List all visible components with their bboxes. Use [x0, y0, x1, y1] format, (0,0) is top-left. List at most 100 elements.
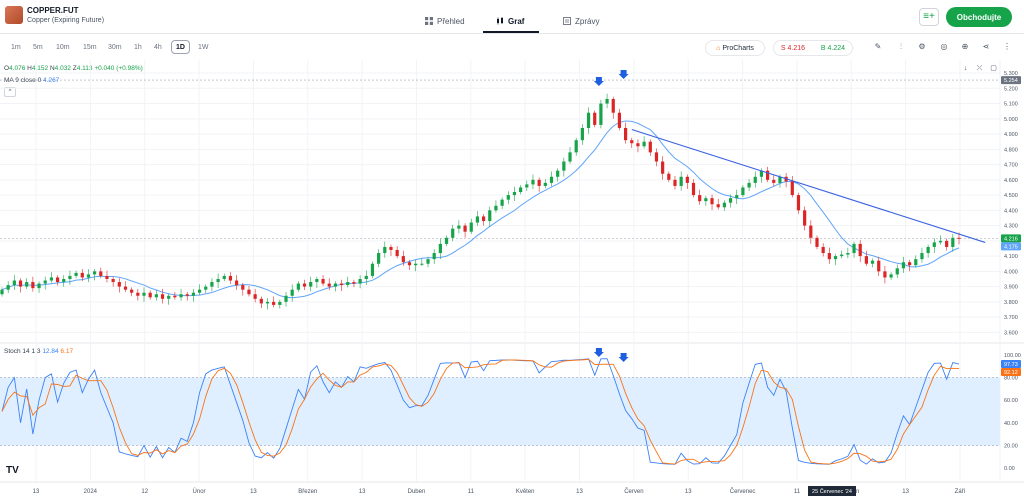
candle [197, 289, 202, 293]
stoch-axis-label: 40.00 [1004, 421, 1018, 427]
ma-label: MA 9 close 0 [4, 77, 42, 84]
candle [191, 292, 195, 296]
ma-legend: MA 9 close 0 4.267 [4, 77, 59, 84]
candle [228, 275, 233, 281]
candle [537, 179, 541, 186]
candle [759, 170, 764, 177]
tab-chart[interactable]: Graf [496, 11, 524, 31]
price-axis-label: 4.000 [1004, 269, 1018, 275]
procharts-button[interactable]: ⌂ ProCharts [705, 40, 765, 56]
time-axis-label: 13 [902, 489, 909, 495]
candle [130, 289, 134, 293]
stoch-badge-label: 92.12 [1004, 370, 1018, 376]
share-icon[interactable]: ⋖ [982, 42, 990, 51]
buy-price-button[interactable]: B 4.224 [820, 44, 846, 52]
camera-icon[interactable]: ◎ [940, 42, 948, 51]
stoch-d-value: 6.17 [60, 348, 74, 355]
tab-news[interactable]: Zprávy [563, 11, 599, 31]
candle [846, 253, 850, 255]
price-badge-label: 4.175 [1004, 244, 1018, 250]
indicators-icon[interactable]: ⫶ [900, 42, 902, 51]
candle [889, 274, 893, 278]
timeframe-1w[interactable]: 1W [198, 43, 209, 51]
timeframe-4h[interactable]: 4h [154, 43, 162, 51]
settings-icon[interactable]: ⚙ [918, 42, 926, 51]
candle [685, 176, 689, 183]
candle [414, 263, 418, 266]
candle [333, 283, 338, 287]
time-axis-label: 11 [468, 489, 475, 495]
high-key: H [27, 65, 32, 72]
watchlist-button[interactable]: ≡+ [919, 8, 939, 26]
candle [667, 173, 671, 180]
add-icon[interactable]: ⊕ [961, 42, 969, 51]
candle [346, 282, 350, 286]
candle [512, 192, 517, 196]
candle [259, 298, 263, 304]
candle [698, 195, 702, 202]
candle [790, 181, 794, 196]
trade-button[interactable]: Obchodujte [946, 7, 1012, 27]
collapse-legend-button[interactable]: ^ [4, 87, 16, 97]
price-arrow-down-icon [618, 70, 629, 79]
candle [179, 294, 183, 298]
candle [500, 199, 504, 206]
maximize-pane-icon[interactable]: ▢ [990, 65, 997, 72]
time-axis-label: Červenec [730, 488, 756, 495]
timeframe-1d[interactable]: 1D [171, 40, 190, 54]
more-icon[interactable]: ⋮ [1003, 42, 1011, 51]
candle [784, 176, 788, 182]
trendline [631, 128, 986, 243]
candle [586, 112, 591, 128]
candle [463, 225, 467, 232]
draw-pencil-icon[interactable]: ✎ [874, 42, 882, 51]
candle [377, 253, 381, 264]
candle [864, 256, 868, 264]
candle [321, 278, 325, 284]
time-axis-label: 12 [141, 489, 148, 495]
candle [821, 246, 825, 254]
candle [438, 243, 442, 254]
timeframe-30m[interactable]: 30m [108, 43, 122, 51]
sell-price-button[interactable]: S 4.216 [780, 44, 806, 52]
price-axis-label: 5.300 [1004, 71, 1018, 77]
procharts-label: ProCharts [722, 44, 754, 52]
candle [93, 271, 97, 275]
candle [809, 225, 813, 238]
candle [253, 294, 257, 299]
timeframe-5m[interactable]: 5m [33, 43, 43, 51]
candle [302, 283, 307, 287]
candle [62, 278, 66, 283]
stoch-band [0, 377, 1000, 446]
time-axis-label: 13 [576, 489, 583, 495]
candle [216, 278, 220, 283]
timeframe-1h[interactable]: 1h [134, 43, 142, 51]
close-value: 4.113 [76, 65, 93, 72]
low-value: 4.032 [54, 65, 71, 72]
collapse-pane-icon[interactable]: ⤫ [976, 65, 983, 72]
candle [605, 98, 609, 104]
price-axis-label: 4.400 [1004, 208, 1018, 214]
move-down-icon[interactable]: ↓ [963, 65, 968, 72]
candle [852, 243, 856, 254]
tab-overview[interactable]: Přehled [425, 11, 465, 31]
time-axis-label: Srpen [843, 489, 859, 495]
candle [136, 292, 140, 296]
timeframe-15m[interactable]: 15m [83, 43, 97, 51]
candle [827, 253, 831, 260]
time-axis-label: 13 [33, 489, 40, 495]
timeframe-10m[interactable]: 10m [56, 43, 70, 51]
stoch-arrow-down-icon [618, 353, 629, 362]
change-value: +0.040 (+0.98%) [94, 65, 143, 72]
stoch-badge [1001, 368, 1021, 377]
candle [945, 240, 949, 247]
tab-news-label: Zprávy [575, 16, 600, 26]
stoch-k-value: 12.84 [42, 348, 59, 355]
candle [599, 103, 603, 125]
candle [716, 204, 720, 208]
candle [611, 98, 615, 113]
candle [12, 280, 16, 286]
timeframe-1m[interactable]: 1m [11, 43, 21, 51]
time-axis-label: 13 [359, 489, 366, 495]
